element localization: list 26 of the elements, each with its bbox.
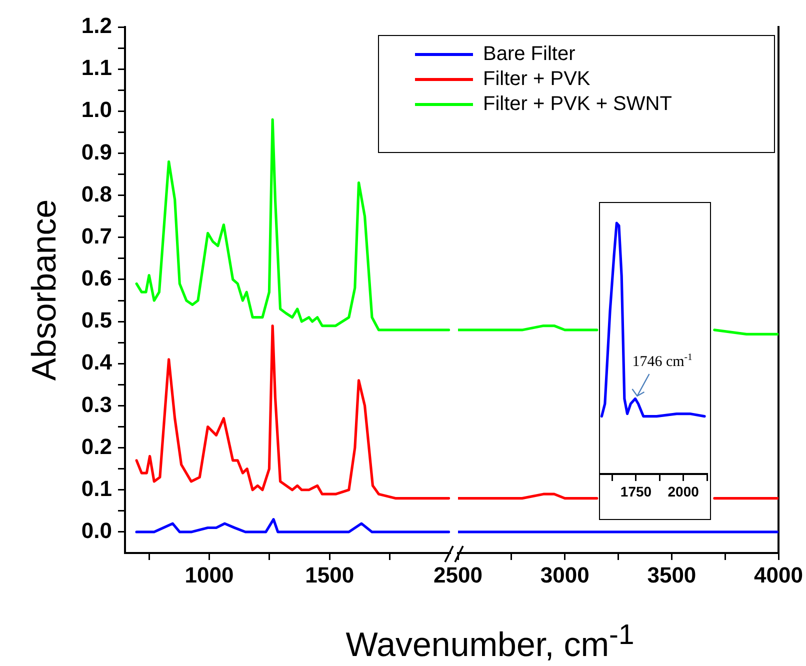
x-tick-label: 1500 xyxy=(305,562,354,588)
y-tick-label: 0.8 xyxy=(81,181,112,206)
y-axis-title: Absorbance xyxy=(26,199,64,381)
x-tick-label: 3000 xyxy=(540,562,590,588)
y-tick-label: 0.9 xyxy=(81,139,112,164)
x-tick-label: 2000 xyxy=(668,483,700,500)
x-tick-label: 3500 xyxy=(647,562,696,588)
y-tick-label: 0.2 xyxy=(81,434,112,459)
y-tick-label: 0.5 xyxy=(81,308,112,333)
x-axis-title: Wavenumber, cm$^{-1}$ xyxy=(346,618,634,666)
legend-label: Filter + PVK + SWNT xyxy=(483,93,672,116)
y-tick-label: 0.3 xyxy=(81,392,112,417)
y-tick-label: 0.6 xyxy=(81,266,112,291)
y-tick-label: 1.2 xyxy=(81,13,112,38)
x-tick-label: 4000 xyxy=(754,562,804,588)
y-tick-label: 0.1 xyxy=(81,476,112,501)
y-tick-label: 1.1 xyxy=(81,55,112,80)
y-tick-label: 0.0 xyxy=(81,518,112,544)
x-tick-label: 2500 xyxy=(434,562,482,588)
legend-label: Bare Filter xyxy=(483,43,576,66)
y-tick-label: 0.7 xyxy=(81,223,112,248)
x-tick-label: 1750 xyxy=(620,483,652,500)
legend-label: Filter + PVK xyxy=(483,68,590,91)
y-tick-label: 0.4 xyxy=(81,350,113,375)
y-tick-label: 1.0 xyxy=(81,97,112,122)
x-tick-label: 1000 xyxy=(184,562,234,588)
